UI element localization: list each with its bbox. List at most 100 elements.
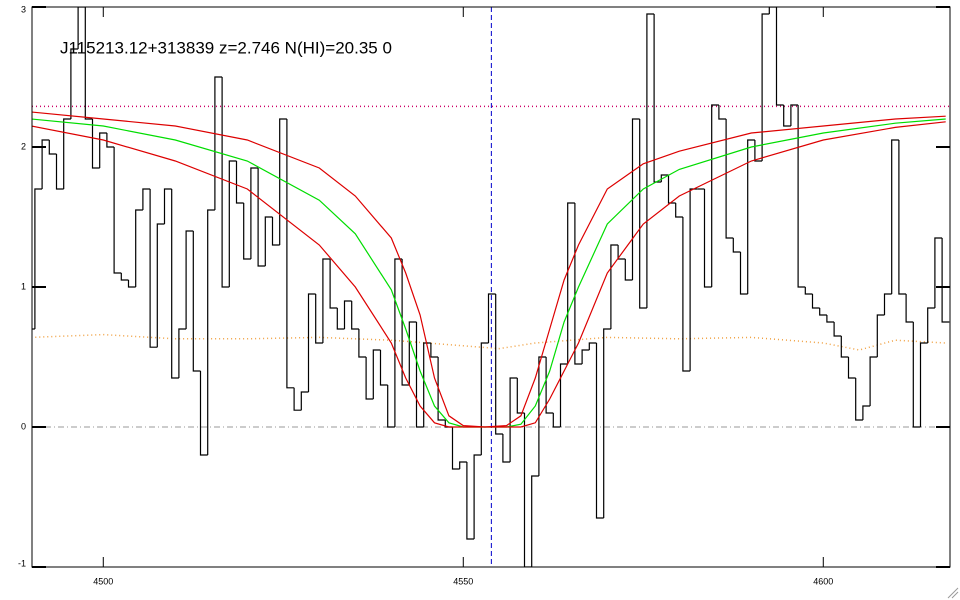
model-curve <box>32 121 946 428</box>
y-tick-label: 1 <box>21 281 26 291</box>
flux-step <box>214 76 223 210</box>
flux-step <box>257 168 266 267</box>
flux-step <box>336 308 345 330</box>
flux-step <box>934 237 943 308</box>
flux-step <box>365 357 374 400</box>
flux-step <box>855 378 863 421</box>
flux-step <box>811 294 820 309</box>
flux-step <box>869 356 878 406</box>
flux-step <box>70 48 79 119</box>
x-tick-label: 4550 <box>453 576 473 586</box>
flux-step <box>898 140 907 295</box>
flux-step <box>739 252 748 295</box>
flux-step <box>250 167 259 259</box>
flux-step <box>732 238 741 253</box>
flux-step <box>567 202 575 364</box>
flux-step <box>300 391 309 411</box>
flux-step <box>84 7 93 120</box>
flux-step <box>804 287 813 295</box>
flux-step <box>243 203 251 260</box>
flux-step <box>725 119 734 239</box>
flux-step <box>372 349 381 399</box>
y-tick-label: -1 <box>18 558 26 568</box>
flux-step <box>307 293 316 392</box>
flux-step <box>480 342 489 455</box>
flux-step <box>271 217 280 246</box>
flux-step <box>624 259 633 281</box>
flux-step <box>588 342 597 350</box>
flux-step <box>178 328 187 378</box>
flux-step <box>797 105 806 288</box>
flux-step <box>171 189 179 379</box>
flux-step <box>595 343 604 519</box>
flux-step <box>55 154 64 190</box>
flux-step <box>473 454 482 539</box>
flux-step <box>531 475 539 567</box>
flux-step <box>883 293 892 315</box>
flux-step <box>876 314 885 357</box>
flux-step <box>667 175 676 204</box>
flux-step <box>574 203 583 365</box>
flux-step <box>430 343 439 358</box>
flux-step <box>847 357 856 379</box>
flux-step <box>826 315 835 323</box>
flux-step <box>235 161 244 204</box>
flux-step <box>293 387 302 411</box>
flux-step <box>358 329 367 358</box>
flux-step <box>466 462 475 540</box>
flux-step <box>99 132 107 168</box>
flux-step <box>703 189 712 288</box>
flux-step <box>653 14 662 183</box>
flux-step <box>833 322 842 337</box>
flux-step <box>77 7 86 49</box>
flux-step <box>631 118 640 280</box>
flux-step <box>408 321 417 385</box>
flux-step <box>610 244 619 329</box>
flux-step <box>199 371 208 456</box>
flux-step <box>286 119 295 389</box>
flux-step <box>437 357 446 421</box>
flux-step <box>48 140 57 155</box>
flux-step <box>459 461 467 469</box>
resize-grip <box>947 587 959 599</box>
flux-step <box>754 140 763 162</box>
flux-step <box>329 259 338 309</box>
flux-step <box>156 223 165 348</box>
flux-step <box>919 342 928 427</box>
flux-step <box>351 301 359 330</box>
plot-area <box>32 7 950 567</box>
flux-step <box>775 7 784 106</box>
flux-step <box>538 356 547 476</box>
error-spectrum <box>32 333 946 351</box>
flux-step <box>912 322 921 428</box>
flux-step <box>639 119 647 309</box>
model-curve <box>32 111 946 428</box>
flux-step <box>315 294 323 344</box>
flux-step <box>264 216 273 266</box>
flux-step <box>761 13 770 161</box>
flux-step <box>487 293 496 343</box>
flux-step <box>91 119 100 169</box>
flux-step <box>127 280 136 288</box>
flux-step <box>862 405 871 420</box>
flux-step <box>192 231 201 372</box>
flux-step <box>387 385 395 428</box>
flux-step <box>783 105 791 127</box>
flux-step <box>905 294 914 323</box>
flux-step <box>603 328 611 518</box>
flux-step <box>682 217 691 372</box>
flux-step <box>163 188 172 224</box>
flux-step <box>322 258 331 343</box>
flux-step <box>142 188 151 210</box>
flux-step <box>790 104 799 126</box>
y-tick-label: 3 <box>21 4 26 14</box>
flux-step <box>545 357 554 414</box>
flux-step <box>675 203 683 218</box>
flux-step <box>113 147 122 274</box>
flux-step <box>747 139 755 294</box>
flux-step <box>401 259 410 386</box>
y-tick-label: 2 <box>21 141 26 151</box>
